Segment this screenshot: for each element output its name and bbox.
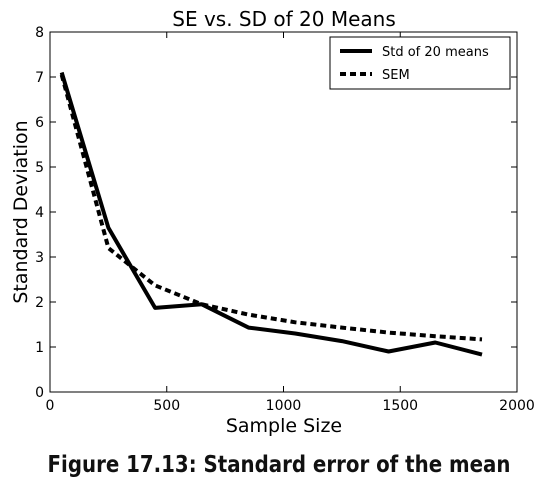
series-line-sem [59, 74, 483, 342]
x-axis-label: Sample Size [226, 415, 342, 437]
plot-frame [49, 31, 518, 393]
x-tick-label: 500 [153, 398, 180, 414]
chart-title: SE vs. SD of 20 Means [172, 7, 395, 31]
y-tick-label: 0 [35, 385, 44, 401]
series-line-std [59, 71, 483, 357]
x-tick-label: 2000 [499, 398, 535, 414]
legend-label-std: Std of 20 means [382, 45, 489, 60]
y-tick-label: 1 [35, 340, 44, 356]
legend-label-sem: SEM [382, 68, 410, 83]
y-axis-label: Standard Deviation [10, 120, 32, 303]
y-tick-label: 7 [35, 70, 44, 86]
series-group [59, 71, 483, 357]
chart: SE vs. SD of 20 Means Standard Deviation… [10, 7, 535, 437]
legend-box [329, 36, 511, 90]
x-tick-label: 1500 [382, 398, 418, 414]
x-tick-label: 0 [46, 398, 55, 414]
y-tick-label: 3 [35, 250, 44, 266]
y-tick-label: 5 [35, 160, 44, 176]
y-tick-label: 8 [35, 25, 44, 41]
legend: Std of 20 means SEM [329, 36, 511, 90]
figure-caption: Figure 17.13: Standard error of the mean [47, 452, 511, 478]
x-tick-label: 1000 [266, 398, 302, 414]
y-tick-label: 2 [35, 295, 44, 311]
y-tick-label: 4 [35, 205, 44, 221]
ticks-group: 0 500 1000 1500 2000 0 1 2 3 4 5 6 7 8 [35, 25, 535, 414]
y-tick-label: 6 [35, 115, 44, 131]
